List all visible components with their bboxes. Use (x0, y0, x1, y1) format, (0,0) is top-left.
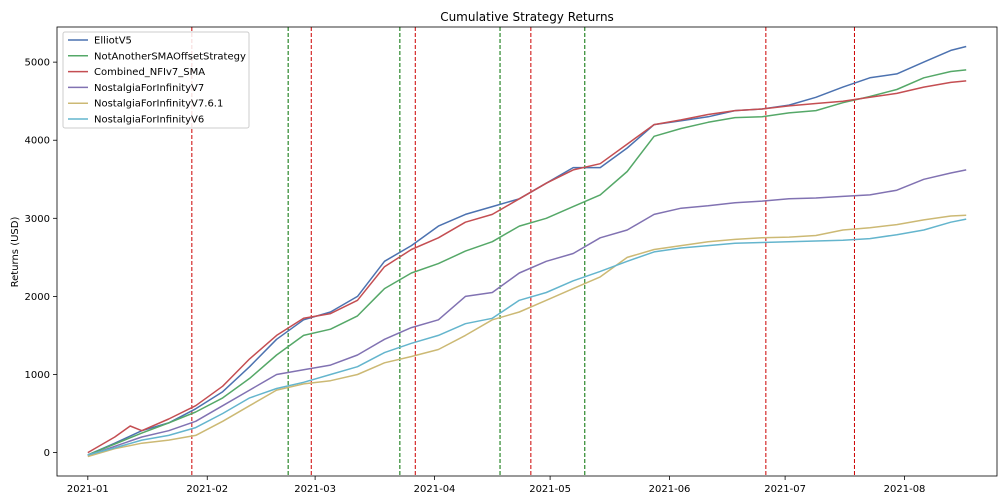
x-tick-label: 2021-01 (67, 484, 109, 495)
legend-label: NostalgiaForInfinityV6 (94, 115, 204, 126)
vertical-marker-lines (191, 27, 855, 476)
legend-label: NostalgiaForInfinityV7 (94, 83, 204, 94)
y-tick-label: 5000 (25, 58, 50, 69)
legend-label: ElliotV5 (94, 36, 132, 47)
series-line (87, 214, 967, 458)
y-axis-ticks: 0 1000 2000 3000 4000 5000 (25, 58, 57, 459)
x-tick-label: 2021-05 (529, 484, 571, 495)
legend-box (62, 31, 250, 129)
series-line (87, 218, 967, 456)
plot-frame (56, 26, 998, 477)
chart-title: Cumulative Strategy Returns (440, 10, 614, 24)
x-axis-ticks: 2021-01 2021-02 2021-03 2021-04 2021-05 2021-… (67, 476, 926, 495)
y-tick-label: 0 (44, 448, 50, 459)
x-tick-label: 2021-03 (294, 484, 336, 495)
y-tick-label: 4000 (25, 136, 50, 147)
series-lines (87, 45, 967, 458)
x-tick-label: 2021-07 (764, 484, 806, 495)
legend: ElliotV5 NotAnotherSMAOffsetStrategy Combi… (62, 31, 250, 129)
x-tick-label: 2021-04 (414, 484, 456, 495)
x-tick-label: 2021-02 (186, 484, 228, 495)
x-tick-label: 2021-06 (649, 484, 691, 495)
x-tick-label: 2021-08 (884, 484, 926, 495)
legend-label: NostalgiaForInfinityV7.6.1 (94, 99, 223, 110)
legend-label: NotAnotherSMAOffsetStrategy (94, 51, 246, 62)
series-line (87, 69, 967, 456)
y-tick-label: 3000 (25, 214, 50, 225)
y-tick-label: 1000 (25, 370, 50, 381)
y-axis-label: Returns (USD) (10, 217, 21, 288)
series-line (87, 80, 967, 454)
legend-label: Combined_NFIv7_SMA (94, 67, 205, 78)
y-tick-label: 2000 (25, 292, 50, 303)
series-line (87, 169, 967, 457)
